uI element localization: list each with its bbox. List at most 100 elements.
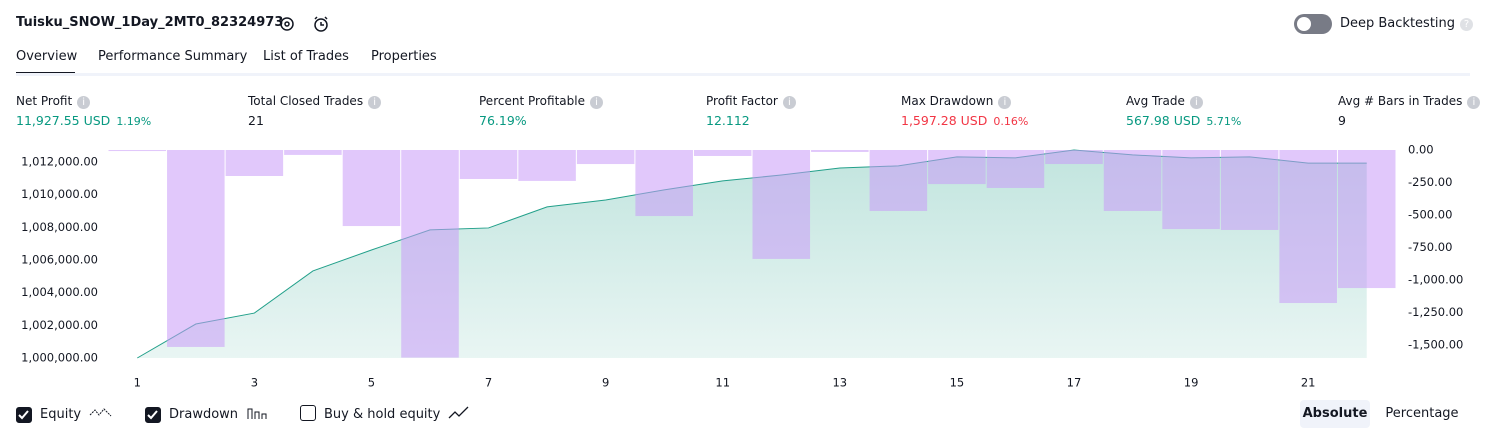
metric-label-text: Avg # Bars in Trades [1338, 94, 1463, 108]
y2-tick-label: -250.00 [1408, 175, 1452, 189]
info-icon[interactable]: i [998, 96, 1012, 109]
metric-label: Avg Trade i [1126, 94, 1203, 109]
y-tick-label: 1,004,000.00 [21, 285, 98, 299]
x-tick-label: 21 [1301, 376, 1316, 390]
legend-item[interactable]: Drawdown [145, 405, 270, 423]
y2-tick-label: -1,000.00 [1408, 273, 1463, 287]
metric-label: Avg # Bars in Trades i [1338, 94, 1481, 109]
info-icon[interactable]: i [77, 96, 91, 109]
tab[interactable]: List of Trades [263, 49, 349, 64]
drawdown-bar [811, 150, 869, 152]
legend-item[interactable]: Buy & hold equity [300, 405, 472, 422]
metric-value-text: 21 [248, 113, 264, 128]
legend-label: Drawdown [169, 407, 239, 422]
tab[interactable]: Properties [371, 49, 437, 64]
legend-item[interactable]: Equity [16, 405, 113, 423]
metric-label-text: Percent Profitable [479, 94, 585, 108]
drawdown-bar [635, 150, 693, 217]
drawdown-bar [518, 150, 576, 181]
metric-value-text: 12.112 [706, 113, 750, 128]
drawdown-bar [986, 150, 1045, 188]
tab[interactable]: Performance Summary [98, 49, 248, 64]
info-icon[interactable]: i [589, 96, 603, 109]
metric-value: 11,927.55 USD 1.19% [16, 113, 151, 128]
strategy-title: Tuisku_SNOW_1Day_2MT0_82324973 [16, 15, 284, 30]
metric-label-text: Net Profit [16, 94, 73, 108]
y-tick-label: 1,000,000.00 [21, 351, 98, 365]
metric-percent: 1.19% [116, 115, 152, 128]
y2-tick-label: -500.00 [1408, 208, 1452, 222]
checkbox[interactable] [300, 405, 316, 421]
info-icon[interactable]: i [1189, 96, 1203, 109]
drawdown-bar [1103, 150, 1162, 211]
metric-value-text: 9 [1338, 113, 1346, 128]
toggle-label: Deep Backtesting? [1340, 16, 1474, 31]
metric-value: 1,597.28 USD 0.16% [901, 113, 1028, 128]
drawdown-bar [284, 150, 342, 155]
x-tick-label: 7 [485, 376, 492, 390]
drawdown-bar [693, 150, 752, 156]
metric-value-text: 11,927.55 USD [16, 113, 111, 128]
metric-label: Net Profit i [16, 94, 91, 109]
legend-label: Buy & hold equity [324, 407, 441, 422]
drawdown-bar [928, 150, 986, 185]
x-tick-label: 9 [602, 376, 609, 390]
x-tick-label: 19 [1184, 376, 1199, 390]
metric-value: 9 [1338, 113, 1346, 128]
x-tick-label: 17 [1067, 376, 1082, 390]
x-tick-label: 11 [715, 376, 730, 390]
tab[interactable]: Overview [16, 49, 78, 64]
toggle-text: Deep Backtesting [1340, 16, 1456, 31]
x-tick-label: 3 [251, 376, 258, 390]
metric-label-text: Total Closed Trades [248, 94, 364, 108]
drawdown-bar [1279, 150, 1337, 304]
metric-label: Total Closed Trades i [248, 94, 382, 109]
metric-value-text: 567.98 USD [1126, 113, 1201, 128]
metric-label: Profit Factor i [706, 94, 796, 109]
drawdown-bar [108, 150, 167, 152]
drawdown-bar [752, 150, 811, 259]
y-tick-label: 1,010,000.00 [21, 187, 98, 201]
metric-percent: 0.16% [993, 115, 1029, 128]
metric-value: 12.112 [706, 113, 750, 128]
y-tick-label: 1,006,000.00 [21, 252, 98, 266]
y2-tick-label: 0.00 [1408, 143, 1434, 157]
metric-value: 21 [248, 113, 264, 128]
drawdown-bar [342, 150, 401, 227]
y-tick-label: 1,008,000.00 [21, 220, 98, 234]
x-tick-label: 13 [832, 376, 847, 390]
drawdown-bar [1220, 150, 1279, 230]
chart: 1,000,000.00 1,002,000.00 1,004,000.00 1,00… [21, 143, 1463, 390]
checkbox[interactable] [16, 407, 32, 423]
info-icon[interactable]: i [1467, 96, 1481, 109]
drawdown-bar [459, 150, 518, 179]
mode-button[interactable]: Absolute [1300, 400, 1370, 428]
metric-value-text: 1,597.28 USD [901, 113, 988, 128]
info-icon[interactable]: i [368, 96, 382, 109]
drawdown-bar [1045, 150, 1103, 165]
metric-label: Max Drawdown i [901, 94, 1012, 109]
y2-tick-label: -1,250.00 [1408, 305, 1463, 319]
metric-label-text: Avg Trade [1126, 94, 1185, 108]
equity-line [137, 149, 1367, 359]
x-tick-label: 15 [950, 376, 965, 390]
mode-button[interactable]: Percentage [1385, 406, 1459, 421]
y-tick-label: 1,002,000.00 [21, 318, 98, 332]
metric-value: 76.19% [479, 113, 527, 128]
y2-tick-label: -1,500.00 [1408, 338, 1463, 352]
drawdown-bar [225, 150, 284, 176]
metric-value: 567.98 USD 5.71% [1126, 113, 1241, 128]
header-icons[interactable] [278, 14, 338, 34]
drawdown-bar [1162, 150, 1220, 230]
y-tick-label: 1,012,000.00 [21, 154, 98, 168]
metric-label-text: Profit Factor [706, 94, 778, 108]
info-icon[interactable]: i [782, 96, 796, 109]
drawdown-bar [576, 150, 635, 165]
y2-tick-label: -750.00 [1408, 240, 1452, 254]
toggle[interactable] [1294, 14, 1332, 34]
metric-value-text: 76.19% [479, 113, 527, 128]
drawdown-bar [869, 150, 928, 211]
x-tick-label: 5 [368, 376, 375, 390]
checkbox[interactable] [145, 407, 161, 423]
